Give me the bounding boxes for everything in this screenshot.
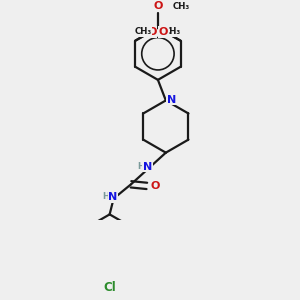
Text: Cl: Cl [103,281,116,294]
Text: N: N [108,192,117,202]
Text: O: O [148,27,157,37]
Text: O: O [159,27,168,37]
Text: CH₃: CH₃ [172,2,189,11]
Text: H: H [137,162,144,171]
Text: O: O [150,181,159,191]
Text: N: N [143,162,152,172]
Text: N: N [167,94,176,105]
Text: H: H [102,193,109,202]
Text: O: O [153,1,163,11]
Text: CH₃: CH₃ [164,28,181,37]
Text: CH₃: CH₃ [134,28,152,37]
